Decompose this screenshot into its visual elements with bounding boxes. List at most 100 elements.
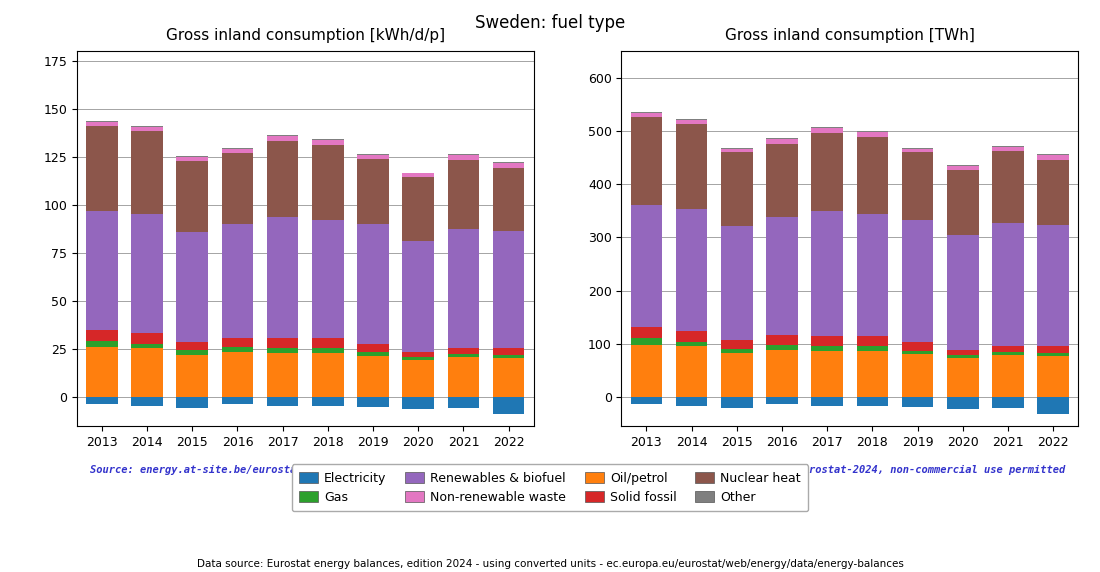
Bar bbox=[493, 168, 525, 231]
Bar bbox=[947, 358, 979, 397]
Bar bbox=[86, 398, 118, 404]
Bar bbox=[358, 155, 389, 159]
Bar bbox=[902, 397, 934, 407]
Bar bbox=[176, 157, 208, 161]
Bar bbox=[902, 351, 934, 355]
Bar bbox=[312, 398, 343, 406]
Bar bbox=[448, 354, 480, 357]
Bar bbox=[221, 352, 253, 398]
Title: Gross inland consumption [TWh]: Gross inland consumption [TWh] bbox=[725, 29, 975, 43]
Bar bbox=[358, 352, 389, 356]
Bar bbox=[766, 350, 797, 397]
Bar bbox=[675, 120, 707, 124]
Bar bbox=[812, 127, 843, 128]
Bar bbox=[992, 352, 1024, 355]
Bar bbox=[675, 124, 707, 209]
Bar bbox=[630, 117, 662, 205]
Bar bbox=[720, 348, 752, 353]
Bar bbox=[131, 126, 163, 128]
Bar bbox=[493, 348, 525, 355]
Bar bbox=[675, 347, 707, 397]
Bar bbox=[312, 353, 343, 398]
Bar bbox=[720, 226, 752, 340]
Bar bbox=[267, 217, 298, 337]
Bar bbox=[857, 132, 888, 137]
Bar bbox=[857, 131, 888, 132]
Bar bbox=[720, 353, 752, 397]
Bar bbox=[86, 341, 118, 347]
Bar bbox=[947, 166, 979, 170]
Bar bbox=[312, 140, 343, 145]
Bar bbox=[766, 345, 797, 350]
Bar bbox=[857, 214, 888, 336]
Bar bbox=[812, 347, 843, 351]
Bar bbox=[992, 152, 1024, 223]
Bar bbox=[493, 358, 525, 398]
Bar bbox=[131, 214, 163, 333]
Bar bbox=[403, 398, 434, 409]
Bar bbox=[86, 211, 118, 330]
Bar bbox=[176, 355, 208, 398]
Bar bbox=[267, 136, 298, 141]
Bar bbox=[131, 344, 163, 348]
Bar bbox=[403, 177, 434, 241]
Bar bbox=[902, 149, 934, 153]
Bar bbox=[221, 149, 253, 153]
Bar bbox=[1037, 154, 1069, 155]
Bar bbox=[902, 148, 934, 149]
Bar bbox=[857, 336, 888, 347]
Bar bbox=[131, 398, 163, 406]
Bar bbox=[131, 128, 163, 131]
Bar bbox=[176, 341, 208, 350]
Bar bbox=[403, 357, 434, 360]
Bar bbox=[312, 348, 343, 353]
Bar bbox=[902, 355, 934, 397]
Bar bbox=[947, 397, 979, 408]
Bar bbox=[403, 360, 434, 398]
Bar bbox=[992, 146, 1024, 152]
Bar bbox=[630, 339, 662, 345]
Bar bbox=[358, 398, 389, 407]
Bar bbox=[766, 335, 797, 345]
Bar bbox=[857, 397, 888, 406]
Bar bbox=[493, 398, 525, 414]
Bar bbox=[86, 121, 118, 122]
Bar bbox=[857, 137, 888, 214]
Bar bbox=[403, 173, 434, 177]
Bar bbox=[221, 398, 253, 404]
Bar bbox=[720, 149, 752, 153]
Title: Gross inland consumption [kWh/d/p]: Gross inland consumption [kWh/d/p] bbox=[166, 29, 444, 43]
Bar bbox=[812, 133, 843, 211]
Bar bbox=[992, 346, 1024, 352]
Bar bbox=[1037, 397, 1069, 414]
Bar bbox=[221, 347, 253, 352]
Bar bbox=[630, 112, 662, 113]
Bar bbox=[86, 347, 118, 398]
Bar bbox=[131, 333, 163, 344]
Bar bbox=[902, 220, 934, 341]
Bar bbox=[448, 348, 480, 354]
Bar bbox=[720, 340, 752, 348]
Bar bbox=[857, 347, 888, 351]
Bar bbox=[675, 397, 707, 406]
Bar bbox=[448, 357, 480, 398]
Bar bbox=[675, 209, 707, 331]
Bar bbox=[176, 398, 208, 408]
Bar bbox=[675, 331, 707, 341]
Bar bbox=[221, 153, 253, 224]
Bar bbox=[720, 148, 752, 149]
Bar bbox=[630, 345, 662, 397]
Bar bbox=[1037, 356, 1069, 397]
Bar bbox=[766, 138, 797, 139]
Bar bbox=[131, 348, 163, 398]
Bar bbox=[630, 397, 662, 404]
Text: Source: energy.at-site.be/eurostat-2024, non-commercial use permitted: Source: energy.at-site.be/eurostat-2024,… bbox=[89, 465, 521, 475]
Bar bbox=[720, 153, 752, 226]
Bar bbox=[1037, 225, 1069, 346]
Bar bbox=[267, 348, 298, 353]
Bar bbox=[630, 327, 662, 339]
Bar bbox=[812, 128, 843, 133]
Bar bbox=[267, 135, 298, 136]
Bar bbox=[493, 231, 525, 348]
Bar bbox=[1037, 155, 1069, 160]
